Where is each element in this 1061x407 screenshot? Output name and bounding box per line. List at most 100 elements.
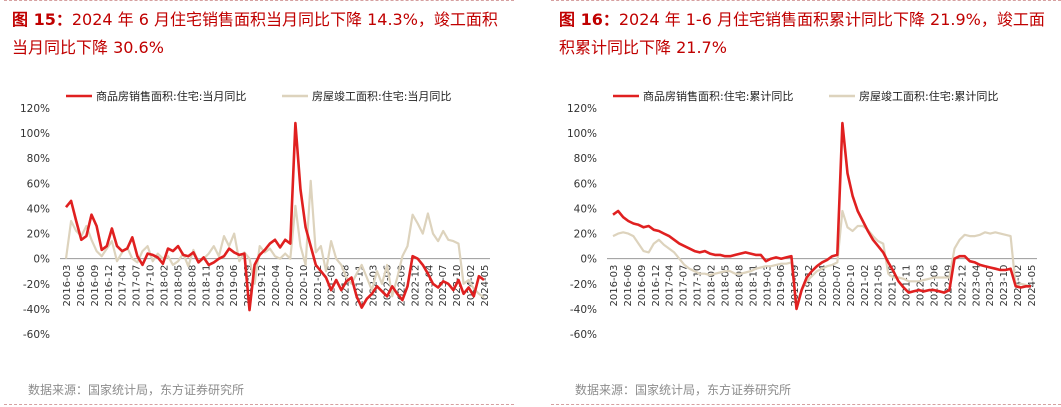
x-tick-label: 2024-05 xyxy=(1027,265,1038,307)
y-tick-label: 120% xyxy=(567,103,597,115)
x-tick-label: 2017-04 xyxy=(118,265,129,307)
x-tick-label: 2023-10 xyxy=(999,265,1010,307)
figure-number: 图 16： xyxy=(559,10,619,29)
title-text: 2024 年 6 月住宅销售面积当月同比下降 14.3%，竣工面积当月同比下降 … xyxy=(12,10,498,57)
x-tick-label: 2023-07 xyxy=(985,265,996,307)
panel-left: 图 15：2024 年 6 月住宅销售面积当月同比下降 14.3%，竣工面积当月… xyxy=(0,0,514,407)
x-tick-label: 2020-10 xyxy=(846,265,857,307)
y-tick-label: 0% xyxy=(33,254,50,266)
series-line-completion xyxy=(612,209,1032,308)
x-tick-label: 2021-05 xyxy=(874,265,885,307)
x-tick-label: 2020-07 xyxy=(832,265,843,307)
legend-item-completion: 房屋竣工面积:住宅:当月同比 xyxy=(312,89,451,103)
x-tick-label: 2016-09 xyxy=(90,265,101,307)
x-tick-label: 2022-09 xyxy=(396,265,407,307)
legend-item-completion: 房屋竣工面积:住宅:累计同比 xyxy=(859,89,998,103)
x-tick-label: 2023-04 xyxy=(971,265,982,307)
x-tick-label: 2019-09 xyxy=(790,265,801,307)
data-source: 数据来源：国家统计局，东方证券研究所 xyxy=(575,383,792,397)
x-tick-label: 2021-11 xyxy=(902,265,913,307)
x-tick-label: 2016-09 xyxy=(637,265,648,307)
y-tick-label: 20% xyxy=(27,229,50,241)
y-tick-label: 0% xyxy=(580,254,597,266)
y-tick-label: -60% xyxy=(570,329,597,341)
x-tick-label: 2021-08 xyxy=(341,265,352,307)
x-tick-label: 2019-12 xyxy=(257,265,268,307)
x-tick-label: 2022-06 xyxy=(929,265,940,307)
figure-number: 图 15： xyxy=(12,10,72,29)
x-tick-label: 2017-07 xyxy=(132,265,143,307)
panel-right: 图 16：2024 年 1-6 月住宅销售面积累计同比下降 21.9%，竣工面积… xyxy=(547,0,1061,407)
line-chart-monthly: -60% -40% -20% 0% 20% 40% 60% 80% 100% 120% 2016-0… xyxy=(20,89,491,341)
series-line-completion xyxy=(64,179,485,299)
x-tick-label: 2021-02 xyxy=(313,265,324,307)
x-tick-label: 2019-06 xyxy=(776,265,787,307)
x-tick-label: 2019-03 xyxy=(215,265,226,307)
x-tick-label: 2021-02 xyxy=(860,265,871,307)
y-tick-label: 40% xyxy=(27,203,50,215)
x-tick-label: 2019-09 xyxy=(243,265,254,307)
legend-item-sales: 商品房销售面积:住宅:当月同比 xyxy=(96,89,246,103)
y-tick-label: 100% xyxy=(20,128,50,140)
x-tick-label: 2019-12 xyxy=(804,265,815,307)
y-tick-label: 120% xyxy=(20,103,50,115)
x-tick-label: 2018-05 xyxy=(720,265,731,307)
series-line-sales xyxy=(612,121,1031,311)
y-tick-label: 20% xyxy=(574,229,597,241)
x-tick-label: 2020-04 xyxy=(818,265,829,307)
x-tick-label: 2022-03 xyxy=(916,265,927,307)
x-tick-label: 2018-11 xyxy=(201,265,212,307)
x-tick-label: 2016-12 xyxy=(651,265,662,307)
x-tick-label: 2022-12 xyxy=(957,265,968,307)
x-tick-label: 2019-03 xyxy=(762,265,773,307)
chart-title: 图 15：2024 年 6 月住宅销售面积当月同比下降 14.3%，竣工面积当月… xyxy=(12,6,512,62)
x-tick-label: 2019-06 xyxy=(229,265,240,307)
x-tick-label: 2018-08 xyxy=(734,265,745,307)
x-tick-label: 2018-08 xyxy=(187,265,198,307)
line-chart-cumulative: -60% -40% -20% 0% 20% 40% 60% 80% 100% 120% 2016-0… xyxy=(567,89,1038,341)
y-tick-label: -60% xyxy=(23,329,50,341)
x-tick-label: 2022-12 xyxy=(410,265,421,307)
x-tick-label: 2017-04 xyxy=(665,265,676,307)
legend-item-sales: 商品房销售面积:住宅:累计同比 xyxy=(643,89,793,103)
x-tick-label: 2023-10 xyxy=(452,265,463,307)
x-tick-label: 2024-05 xyxy=(480,265,491,307)
data-source: 数据来源：国家统计局，东方证券研究所 xyxy=(28,383,245,397)
x-tick-label: 2021-08 xyxy=(888,265,899,307)
y-tick-label: 40% xyxy=(574,203,597,215)
x-tick-label: 2016-06 xyxy=(76,265,87,307)
y-tick-label: -20% xyxy=(23,279,50,291)
divider-top xyxy=(551,0,1061,1)
y-tick-label: -40% xyxy=(23,304,50,316)
x-tick-label: 2018-05 xyxy=(173,265,184,307)
divider-top xyxy=(4,0,514,1)
x-tick-label: 2018-02 xyxy=(160,265,171,307)
y-tick-label: 60% xyxy=(574,178,597,190)
y-tick-label: 60% xyxy=(27,178,50,190)
x-tick-label: 2021-11 xyxy=(355,265,366,307)
x-tick-label: 2023-07 xyxy=(438,265,449,307)
y-tick-label: -40% xyxy=(570,304,597,316)
y-tick-label: 80% xyxy=(574,153,597,165)
y-tick-label: 100% xyxy=(567,128,597,140)
x-tick-label: 2018-11 xyxy=(748,265,759,307)
x-tick-label: 2016-03 xyxy=(62,265,73,307)
x-tick-label: 2020-07 xyxy=(285,265,296,307)
x-tick-label: 2020-04 xyxy=(271,265,282,307)
x-tick-label: 2016-12 xyxy=(104,265,115,307)
x-tick-label: 2018-02 xyxy=(707,265,718,307)
x-tick-label: 2016-06 xyxy=(623,265,634,307)
divider-bottom xyxy=(551,404,1061,405)
y-tick-label: 80% xyxy=(27,153,50,165)
series-line-sales xyxy=(64,121,485,312)
x-tick-label: 2016-03 xyxy=(609,265,620,307)
title-text: 2024 年 1-6 月住宅销售面积累计同比下降 21.9%，竣工面积累计同比下… xyxy=(559,10,1045,57)
x-tick-label: 2017-10 xyxy=(146,265,157,307)
x-tick-label: 2020-10 xyxy=(299,265,310,307)
x-tick-label: 2022-06 xyxy=(382,265,393,307)
y-tick-label: -20% xyxy=(570,279,597,291)
chart-title: 图 16：2024 年 1-6 月住宅销售面积累计同比下降 21.9%，竣工面积… xyxy=(559,6,1059,62)
divider-bottom xyxy=(4,404,514,405)
x-tick-label: 2023-04 xyxy=(424,265,435,307)
x-tick-label: 2017-10 xyxy=(693,265,704,307)
